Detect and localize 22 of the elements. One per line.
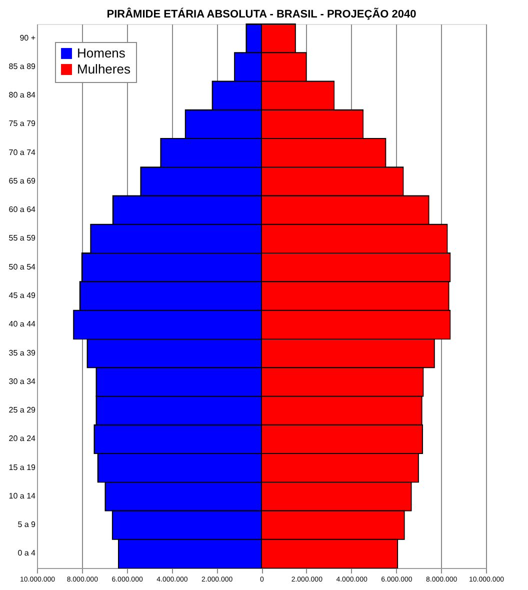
y-tick-label: 60 a 64 <box>8 205 36 214</box>
y-tick-label: 75 a 79 <box>8 119 36 128</box>
y-tick-label: 20 a 24 <box>8 434 36 444</box>
legend-label: Homens <box>77 46 126 60</box>
y-tick-label: 85 a 89 <box>8 62 36 71</box>
legend-label: Mulheres <box>77 62 131 76</box>
chart-title: PIRÂMIDE ETÁRIA ABSOLUTA - BRASIL - PROJEÇÃO 2040 <box>106 8 416 20</box>
y-tick-label: 70 a 74 <box>8 148 36 157</box>
y-tick-label: 80 a 84 <box>8 90 36 100</box>
y-tick-label: 90 + <box>20 33 36 42</box>
y-tick-label: 15 a 19 <box>8 462 36 472</box>
y-tick-label: 40 a 44 <box>8 320 36 329</box>
y-tick-label: 65 a 69 <box>8 176 36 186</box>
y-tick-label: 30 a 34 <box>8 376 36 386</box>
y-tick-label: 45 a 49 <box>8 291 36 300</box>
y-tick-label: 50 a 54 <box>8 262 36 272</box>
y-tick-label: 10 a 14 <box>8 491 36 500</box>
y-tick-label: 0 a 4 <box>18 548 36 558</box>
y-tick-label: 55 a 59 <box>8 234 36 243</box>
y-tick-label: 25 a 29 <box>8 406 36 415</box>
y-tick-label: 35 a 39 <box>8 348 36 358</box>
y-tick-label: 5 a 9 <box>18 520 36 530</box>
